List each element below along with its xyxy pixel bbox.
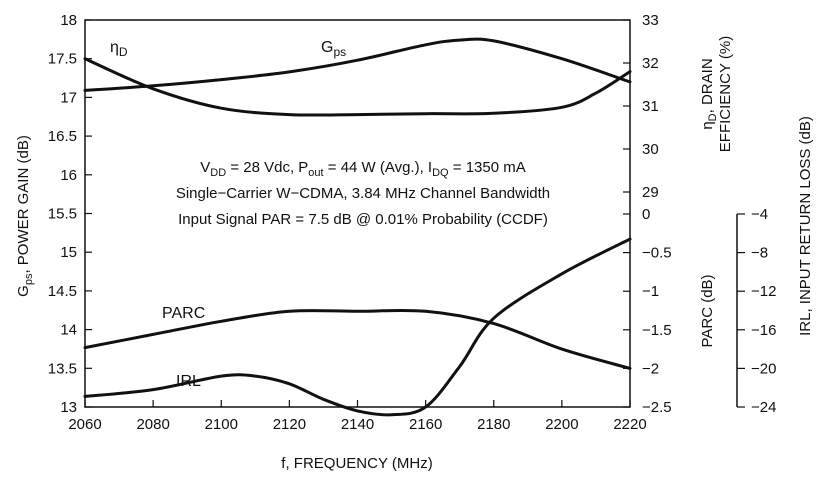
irl-tick-label: −20 [751,360,776,377]
left-tick-label: 14 [60,322,77,339]
annotation-line-3: Input Signal PAR = 7.5 dB @ 0.01% Probab… [178,211,548,228]
x-tick-label: 2100 [205,416,238,433]
series-layer [83,37,632,417]
efficiency-curve [83,57,632,117]
efficiency-tick-label: 29 [642,184,659,201]
efficiency-tick-label: 32 [642,55,659,72]
left-tick-label: 13.5 [48,360,77,377]
efficiency-curve-label: ηD [110,39,128,59]
parc-axis-title: PARC (dB) [699,274,716,347]
irl-curve [83,237,632,417]
x-axis-title: f, FREQUENCY (MHz) [281,455,432,472]
efficiency-axis-title-rest: , DRAIN [699,58,716,113]
annotation-line-2: Single−Carrier W−CDMA, 3.84 MHz Channel … [176,185,550,202]
x-axis-ticks: 2060 2080 2100 2120 2140 2160 2180 2200 2220 [68,400,647,433]
parc-tick-label: −1.5 [642,322,672,339]
irl-tick-label: −8 [751,245,768,262]
left-tick-label: 17 [60,89,77,106]
x-tick-label: 2060 [68,416,101,433]
x-tick-label: 2220 [613,416,646,433]
irl-axis-title: IRL, INPUT RETURN LOSS (dB) [797,116,814,336]
irl-curve-label: IRL [176,373,201,390]
left-tick-label: 17.5 [48,51,77,68]
parc-tick-label: −2 [642,360,659,377]
efficiency-tick-label: 33 [642,12,659,29]
gps-curve-label: Gps [321,39,346,59]
parc-tick-label: 0 [642,206,650,223]
parc-axis-ticks: −2.5 −2 −1.5 −1 −0.5 0 [623,206,672,416]
left-tick-label: 13 [60,399,77,416]
x-tick-label: 2080 [136,416,169,433]
left-tick-label: 14.5 [48,283,77,300]
x-tick-label: 2140 [341,416,374,433]
irl-tick-label: −12 [751,283,776,300]
efficiency-tick-label: 30 [642,141,659,158]
efficiency-axis-title-line1: ηD, DRAIN [699,58,719,129]
gps-curve [83,37,632,92]
parc-curve-label: PARC [162,305,205,322]
efficiency-axis-title-sub: D [707,113,719,121]
parc-tick-label: −0.5 [642,245,672,262]
curve-labels: Gps ηD PARC IRL [110,39,346,390]
left-axis-title-sub: ps [23,273,35,285]
annotation-box [140,150,586,234]
annotation-background [140,150,586,234]
left-tick-label: 16 [60,167,77,184]
annotation-text: VDD = 28 Vdc, Pout = 44 W (Avg.), IDQ = … [176,159,550,228]
left-axis-title-main: G [15,285,32,297]
irl-tick-label: −4 [751,206,768,223]
left-axis-title-rest: , POWER GAIN (dB) [15,135,32,273]
irl-tick-label: −16 [751,322,776,339]
left-axis-ticks: 13 13.5 14 14.5 15 15.5 16 16.5 17 17.5 18 [48,12,92,416]
x-tick-label: 2200 [545,416,578,433]
left-tick-label: 16.5 [48,128,77,145]
irl-axis: −24 −20 −16 −12 −8 −4 [736,206,776,416]
efficiency-axis-title-main: η [699,121,716,129]
efficiency-tick-label: 31 [642,98,659,115]
efficiency-axis-title-line2: EFFICIENCY (%) [717,36,734,152]
x-tick-label: 2120 [273,416,306,433]
parc-tick-label: −2.5 [642,399,672,416]
left-tick-label: 18 [60,12,77,29]
parc-curve [83,308,632,370]
x-tick-label: 2180 [477,416,510,433]
efficiency-axis-ticks: 29 30 31 32 33 [623,12,659,201]
annotation-line-1: VDD = 28 Vdc, Pout = 44 W (Avg.), IDQ = … [200,159,526,179]
left-tick-label: 15.5 [48,206,77,223]
irl-tick-label: −24 [751,399,776,416]
left-tick-label: 15 [60,244,77,261]
left-axis-title: Gps, POWER GAIN (dB) [15,135,35,297]
x-tick-label: 2160 [409,416,442,433]
parc-tick-label: −1 [642,283,659,300]
